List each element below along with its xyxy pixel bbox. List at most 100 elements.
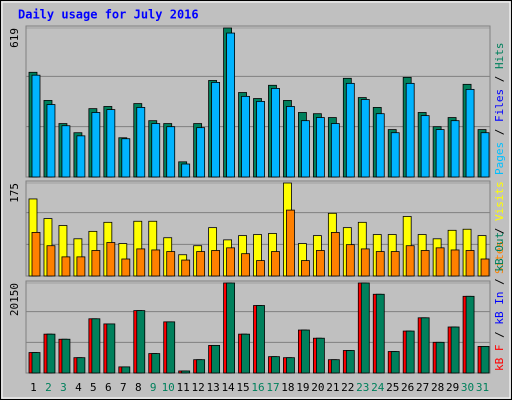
bar [435,247,445,277]
x-tick-label: 27 [416,381,429,394]
y-tick-label: 619 [8,28,21,48]
bar [151,249,161,277]
bar [345,350,355,374]
bar [46,333,56,374]
bar [360,282,370,374]
x-tick-label: 13 [206,381,219,394]
x-tick-label: 10 [162,381,175,394]
bar [31,352,41,374]
bar [61,338,71,374]
bar [226,32,235,178]
bar [271,251,280,277]
legend: Sites / Visits [493,181,506,274]
bar [106,242,116,277]
legend-entry: Files [493,89,506,122]
bar [121,258,131,277]
chart-title: Daily usage for July 2016 [18,8,199,22]
bar [61,256,71,277]
bar [166,251,176,277]
bar [435,341,445,374]
bar [91,250,101,277]
bar [241,95,250,178]
x-tick-label: 6 [105,381,112,394]
bar [375,251,385,277]
bar [330,359,340,374]
bar [405,245,415,277]
bar [375,113,385,178]
bar [375,293,385,374]
bar [405,330,415,374]
bar [151,353,161,374]
bar [31,232,41,277]
x-tick-label: 24 [371,381,385,394]
bar [465,295,475,374]
x-tick-label: 2 [45,381,52,394]
x-tick-label: 30 [461,381,474,394]
x-tick-label: 1 [30,381,37,394]
legend-separator: / [493,122,506,142]
bar [256,101,265,178]
bar [106,109,116,178]
x-tick-label: 28 [431,381,444,394]
bar [166,126,176,178]
bar [330,232,340,277]
bar [301,329,310,374]
bar [301,120,310,178]
y-tick-label: 175 [8,183,21,203]
x-tick-label: 5 [90,381,97,394]
bar [61,125,71,178]
bar [315,117,325,178]
bar [360,99,370,178]
bar [196,359,206,374]
x-tick-label: 11 [177,381,190,394]
x-tick-label: 16 [251,381,264,394]
x-tick-label: 18 [281,381,294,394]
bar [166,321,176,374]
bar [390,132,400,178]
legend-entry: Pages [493,142,506,175]
x-tick-label: 8 [135,381,142,394]
bar [465,250,475,277]
x-tick-label: 19 [296,381,309,394]
legend-separator: / [493,221,506,241]
bar [301,260,310,277]
x-tick-label: 20 [311,381,324,394]
bar [181,370,191,374]
legend-separator: / [493,69,506,89]
bar [226,282,235,374]
x-tick-label: 7 [120,381,127,394]
bar [76,357,86,374]
bar [465,88,475,178]
bar [286,209,295,277]
y-tick-label: 20150 [8,283,21,316]
x-tick-label: 23 [356,381,369,394]
x-tick-label: 9 [150,381,157,394]
bar [91,112,101,178]
legend: Pages / Files / Hits [493,43,506,176]
legend-entry: Visits [493,181,506,221]
bar [136,248,146,277]
x-tick-label: 26 [401,381,414,394]
bar [181,163,191,178]
x-tick-label: 15 [236,381,249,394]
bar [211,82,221,178]
bar [196,251,206,277]
bar [450,249,460,277]
legend-entry: kB In [493,292,506,325]
bar [405,82,415,178]
bar [91,318,101,374]
bar [106,323,116,374]
bar [420,250,430,277]
bar [420,115,430,178]
bar [241,333,250,374]
x-tick-label: 21 [326,381,339,394]
bar [76,135,86,178]
bar [286,357,295,374]
bar [121,138,131,178]
bar [46,104,56,178]
bar [390,351,400,374]
bar [330,123,340,178]
bar [256,305,265,374]
